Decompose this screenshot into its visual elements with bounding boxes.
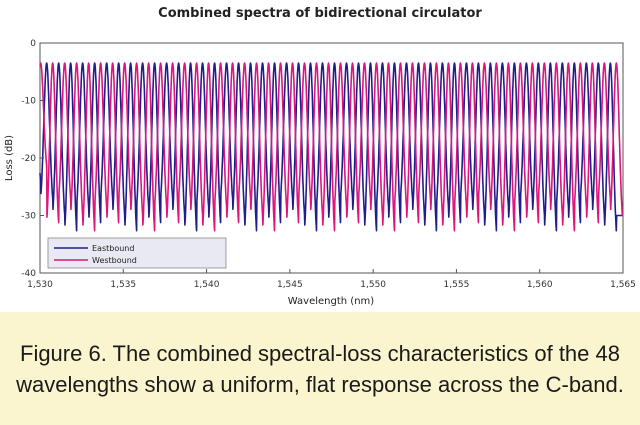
legend-label-eastbound: Eastbound	[92, 244, 134, 253]
x-tick-label: 1,565	[610, 280, 636, 290]
x-tick-label: 1,550	[360, 280, 386, 290]
y-tick-label: 0	[30, 39, 36, 49]
y-tick-label: -40	[21, 269, 36, 279]
chart-title: Combined spectra of bidirectional circul…	[158, 6, 482, 21]
x-tick-label: 1,545	[277, 280, 303, 290]
y-tick-label: -30	[21, 212, 36, 222]
x-tick-label: 1,560	[527, 280, 553, 290]
series-line-westbound	[39, 62, 624, 232]
legend: Eastbound Westbound	[47, 237, 227, 269]
axis-layer: 1,530 1,535 1,540 1,545 1,550 1,555 1,560 1,565…	[21, 39, 636, 290]
x-axis-label: Wavelength (nm)	[288, 296, 374, 307]
y-tick-label: -10	[21, 97, 36, 107]
legend-box	[47, 237, 227, 269]
x-tick-label: 1,555	[444, 280, 470, 290]
series-layer	[39, 62, 624, 232]
x-tick-label: 1,530	[27, 280, 53, 290]
y-tick-label: -20	[21, 154, 36, 164]
figure-caption: Figure 6. The combined spectral-loss cha…	[0, 312, 640, 425]
chart: Combined spectra of bidirectional circul…	[4, 6, 636, 307]
x-tick-label: 1,535	[110, 280, 136, 290]
caption-text: Figure 6. The combined spectral-loss cha…	[16, 340, 624, 397]
y-axis-label: Loss (dB)	[4, 135, 15, 181]
legend-label-westbound: Westbound	[92, 256, 137, 265]
x-tick-label: 1,540	[194, 280, 220, 290]
